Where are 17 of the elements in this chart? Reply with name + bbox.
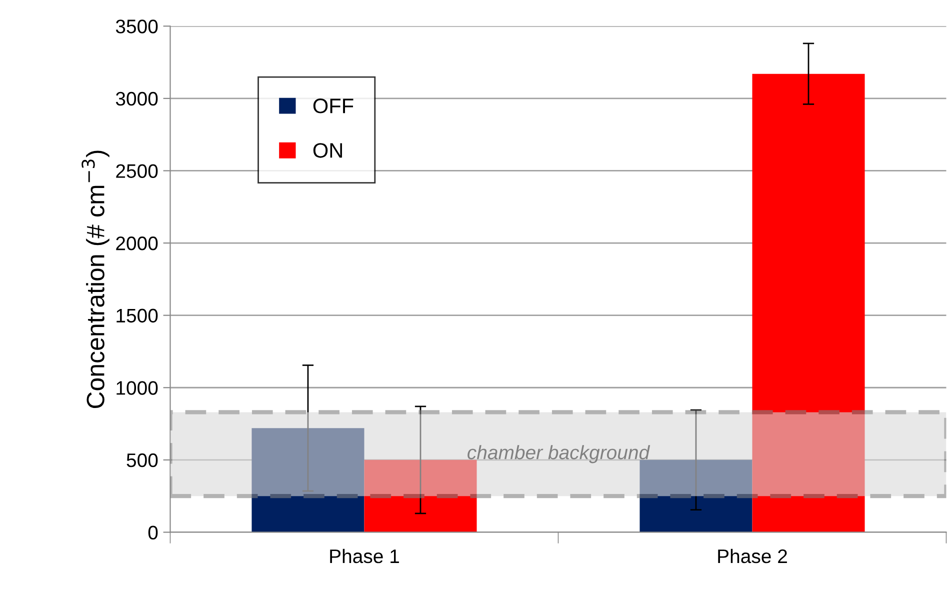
y-tick-label: 3500 (116, 20, 158, 34)
y-axis-title: Concentration (# cm$^{−3}$) (82, 150, 110, 408)
bar (252, 428, 364, 532)
band-label: chamber background (468, 445, 650, 464)
y-tick-label: 500 (126, 453, 158, 468)
bar (364, 460, 477, 532)
y-tick-label: 1500 (116, 308, 158, 323)
x-tick-label: Phase 1 (330, 548, 399, 564)
legend-label: OFF (313, 98, 354, 114)
y-tick-label: 1000 (116, 381, 158, 395)
y-tick-label: 3000 (116, 92, 158, 106)
bar (752, 74, 865, 532)
y-tick-label: 0 (148, 526, 158, 540)
legend-label: ON (313, 143, 342, 158)
y-tick-label: 2000 (116, 236, 158, 250)
y-tick-label: 2500 (116, 164, 158, 178)
x-tick-label: Phase 2 (718, 548, 787, 564)
